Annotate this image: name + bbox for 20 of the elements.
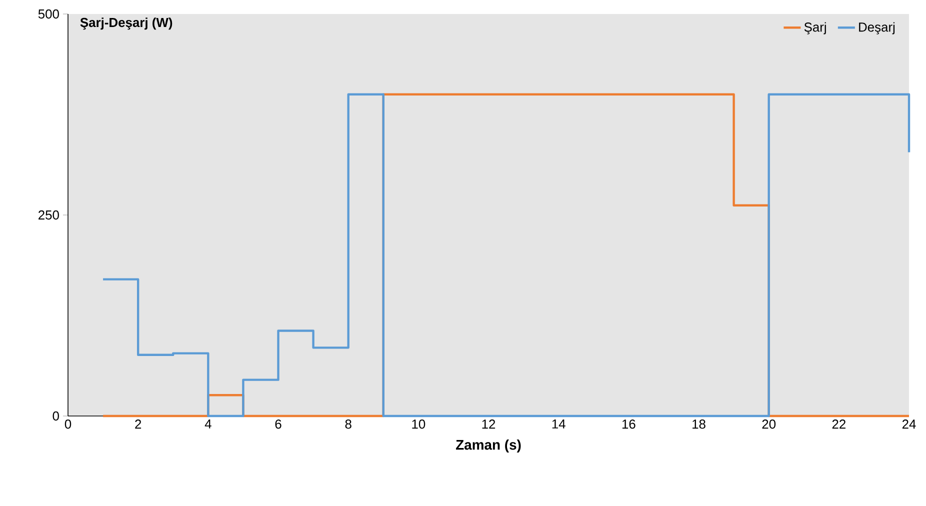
- x-tick-label: 14: [552, 420, 566, 428]
- x-tick-label: 22: [832, 420, 846, 429]
- x-tick-label: 18: [692, 420, 706, 429]
- legend-label: Deşarj: [859, 22, 895, 34]
- x-tick-label: 6: [275, 420, 282, 429]
- x-tick-label: 8: [345, 420, 352, 429]
- x-tick-label: 0: [64, 420, 72, 429]
- x-tick-label: 12: [482, 420, 496, 429]
- y-tick-label: 0: [52, 411, 59, 421]
- x-tick-label: 20: [762, 420, 776, 429]
- chart-title: Şarj-Deşarj (W): [80, 18, 172, 30]
- x-tick-label: 16: [622, 420, 636, 429]
- legend-label: Şarj: [804, 22, 826, 34]
- y-tick-label: 250: [38, 210, 59, 220]
- x-tick-label: 4: [204, 420, 212, 428]
- x-tick-label: 2: [135, 420, 142, 429]
- x-tick-label: 24: [902, 420, 916, 429]
- x-tick-label: 10: [412, 420, 426, 429]
- x-axis-title: Zaman (s): [456, 440, 521, 453]
- y-tick-label: 500: [38, 9, 59, 19]
